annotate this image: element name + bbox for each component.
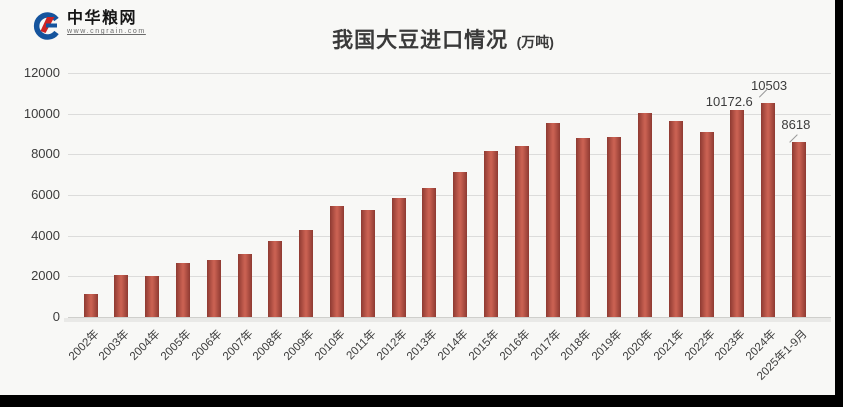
bar <box>175 262 190 317</box>
axis-floor-band <box>64 318 831 322</box>
x-axis-baseline <box>68 317 831 318</box>
gridline <box>68 235 831 237</box>
bar <box>483 150 498 317</box>
site-logo: 中华粮网 www.cngrain.com <box>30 10 146 42</box>
bar <box>422 188 437 317</box>
y-tick-label: 2000 <box>31 268 60 284</box>
bar <box>453 171 468 317</box>
bar <box>545 122 560 317</box>
cngrain-logo-icon <box>33 12 59 40</box>
y-tick-label: 6000 <box>31 187 60 202</box>
bar <box>391 198 406 317</box>
logo-text: 中华粮网 www.cngrain.com <box>67 10 146 35</box>
bar <box>668 120 683 317</box>
gridline <box>68 276 831 278</box>
chart-title: 我国大豆进口情况 (万吨) <box>68 24 818 54</box>
gridline <box>68 113 831 115</box>
bar <box>329 205 344 317</box>
data-label: 10172.6 <box>705 94 753 110</box>
y-axis: 0 2000 4000 6000 8000 10000 12000 <box>0 65 60 333</box>
bar <box>637 112 652 317</box>
logo-site-url: www.cngrain.com <box>67 28 146 35</box>
y-tick-label: 4000 <box>31 227 60 243</box>
bar <box>114 274 129 317</box>
data-label: 8618 <box>781 116 811 132</box>
bar <box>206 259 221 317</box>
gridline <box>68 195 831 196</box>
y-tick-label: 0 <box>52 309 60 324</box>
bar <box>268 240 283 317</box>
chart-panel: 中华粮网 www.cngrain.com 我国大豆进口情况 (万吨) 10172… <box>0 0 835 395</box>
chart-title-text: 我国大豆进口情况 <box>332 29 509 52</box>
bar <box>145 275 160 317</box>
plot-area: 10172.6 10503 8618 <box>64 73 831 322</box>
logo-site-name: 中华粮网 <box>67 10 138 27</box>
bar <box>237 254 252 317</box>
bar <box>576 138 591 317</box>
bar <box>607 137 622 317</box>
bar <box>699 131 714 317</box>
bar <box>791 141 806 317</box>
x-axis: 2002年 2003年 2004年 2005年 2006年 2007年 2008年 2009年… <box>66 322 828 402</box>
bar <box>514 146 529 317</box>
y-tick-label: 12000 <box>23 65 60 80</box>
gridline <box>68 73 831 74</box>
y-tick-label: 10000 <box>23 105 60 121</box>
bar <box>761 103 776 317</box>
bar <box>299 230 314 317</box>
data-label: 10503 <box>751 78 788 94</box>
bar <box>730 110 745 317</box>
bar <box>360 209 375 317</box>
chart-unit-label: (万吨) <box>516 34 554 50</box>
gridline <box>68 154 831 156</box>
bar <box>83 293 98 317</box>
y-tick-label: 8000 <box>31 146 60 162</box>
